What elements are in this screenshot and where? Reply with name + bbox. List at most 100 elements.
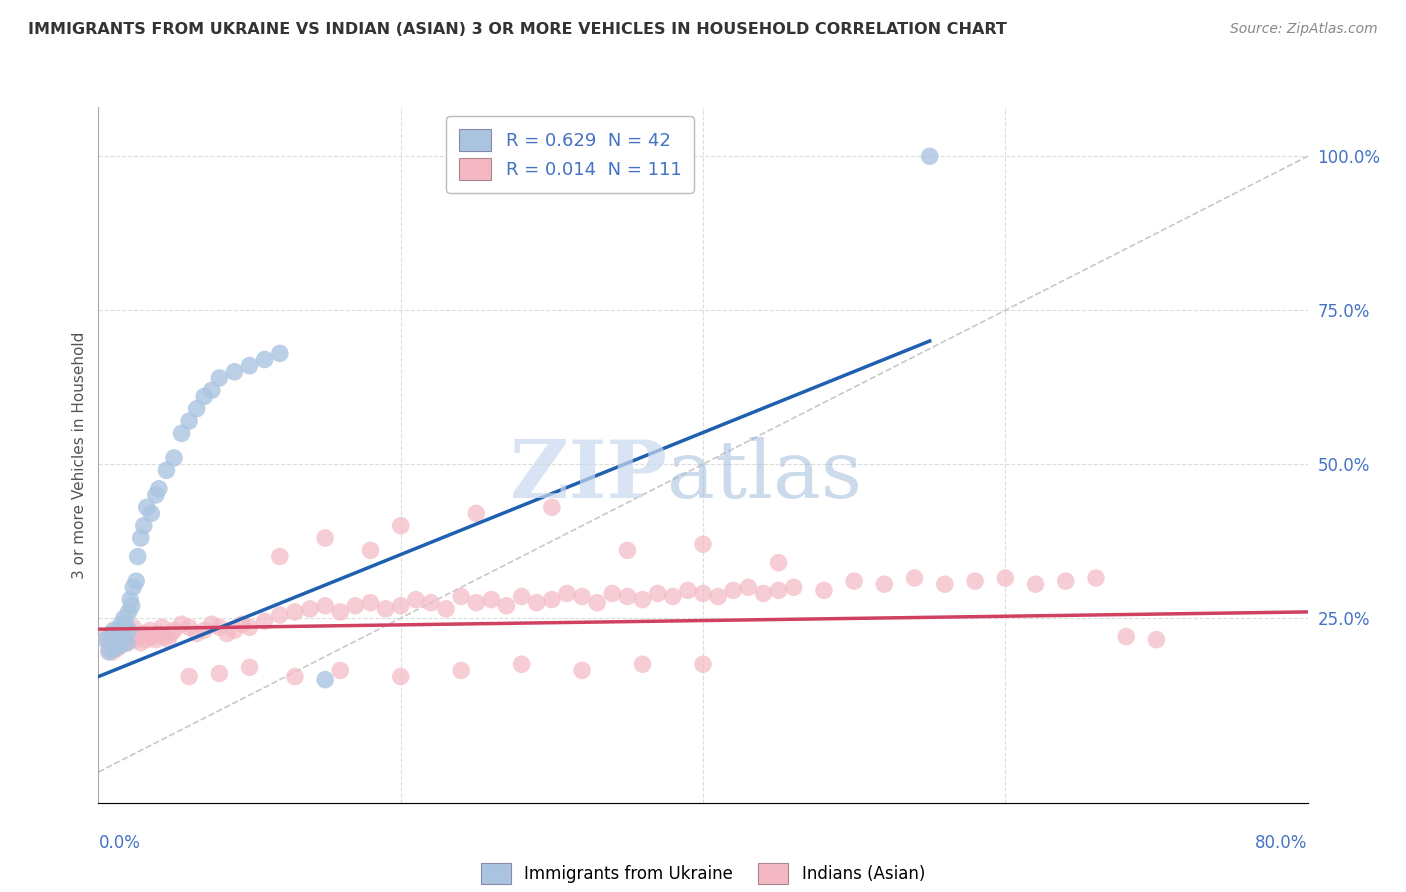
Point bbox=[129, 636, 152, 650]
Point bbox=[360, 596, 382, 610]
Point bbox=[239, 660, 262, 674]
Point bbox=[110, 624, 132, 638]
Point bbox=[141, 507, 163, 521]
Point bbox=[122, 580, 145, 594]
Point bbox=[253, 352, 276, 367]
Point bbox=[104, 636, 127, 650]
Point bbox=[465, 596, 488, 610]
Text: ZIP: ZIP bbox=[510, 437, 666, 515]
Point bbox=[118, 605, 141, 619]
Point bbox=[127, 630, 149, 644]
Point bbox=[107, 632, 129, 647]
Point bbox=[153, 630, 176, 644]
Y-axis label: 3 or more Vehicles in Household: 3 or more Vehicles in Household bbox=[72, 331, 87, 579]
Point bbox=[239, 359, 262, 373]
Point bbox=[616, 543, 638, 558]
Point bbox=[269, 346, 291, 360]
Point bbox=[768, 583, 790, 598]
Point bbox=[253, 614, 276, 628]
Legend: Immigrants from Ukraine, Indians (Asian): Immigrants from Ukraine, Indians (Asian) bbox=[472, 855, 934, 892]
Point bbox=[284, 605, 307, 619]
Point bbox=[108, 639, 131, 653]
Point bbox=[904, 571, 927, 585]
Point bbox=[918, 149, 941, 163]
Point bbox=[170, 426, 193, 441]
Point bbox=[179, 669, 201, 683]
Point bbox=[389, 669, 412, 683]
Point bbox=[934, 577, 956, 591]
Point bbox=[111, 630, 134, 644]
Point bbox=[104, 636, 127, 650]
Point bbox=[647, 586, 669, 600]
Point bbox=[616, 590, 638, 604]
Point bbox=[873, 577, 896, 591]
Text: IMMIGRANTS FROM UKRAINE VS INDIAN (ASIAN) 3 OR MORE VEHICLES IN HOUSEHOLD CORREL: IMMIGRANTS FROM UKRAINE VS INDIAN (ASIAN… bbox=[28, 22, 1007, 37]
Point bbox=[231, 617, 253, 632]
Point bbox=[120, 632, 142, 647]
Point bbox=[155, 463, 177, 477]
Point bbox=[156, 632, 179, 647]
Point bbox=[142, 630, 165, 644]
Point bbox=[676, 583, 699, 598]
Point bbox=[125, 632, 148, 647]
Point bbox=[450, 664, 472, 678]
Point bbox=[269, 549, 291, 564]
Point bbox=[145, 488, 167, 502]
Point bbox=[112, 611, 135, 625]
Point bbox=[208, 371, 231, 385]
Point bbox=[110, 617, 132, 632]
Point bbox=[148, 626, 170, 640]
Point bbox=[224, 624, 246, 638]
Point bbox=[98, 641, 121, 656]
Point bbox=[465, 507, 488, 521]
Point bbox=[101, 645, 124, 659]
Point bbox=[495, 599, 517, 613]
Point bbox=[148, 482, 170, 496]
Point bbox=[193, 389, 215, 403]
Point bbox=[121, 626, 143, 640]
Point bbox=[127, 549, 149, 564]
Point bbox=[389, 599, 412, 613]
Point bbox=[201, 617, 224, 632]
Point bbox=[631, 592, 654, 607]
Point bbox=[344, 599, 367, 613]
Point bbox=[1085, 571, 1108, 585]
Point bbox=[314, 531, 336, 545]
Point bbox=[135, 632, 157, 647]
Point bbox=[110, 630, 132, 644]
Point bbox=[186, 626, 208, 640]
Point bbox=[94, 632, 117, 647]
Point bbox=[179, 620, 201, 634]
Point bbox=[160, 626, 183, 640]
Point bbox=[125, 574, 148, 589]
Point bbox=[540, 500, 562, 515]
Text: atlas: atlas bbox=[666, 437, 862, 515]
Point bbox=[389, 518, 412, 533]
Point bbox=[163, 624, 186, 638]
Point bbox=[450, 590, 472, 604]
Point bbox=[103, 641, 125, 656]
Point bbox=[118, 630, 141, 644]
Point bbox=[813, 583, 835, 598]
Point bbox=[526, 596, 548, 610]
Point bbox=[110, 624, 132, 638]
Point bbox=[510, 657, 533, 672]
Point bbox=[112, 626, 135, 640]
Point bbox=[571, 590, 593, 604]
Point bbox=[132, 626, 155, 640]
Point bbox=[420, 596, 443, 610]
Point bbox=[115, 636, 138, 650]
Point bbox=[571, 664, 593, 678]
Point bbox=[540, 592, 562, 607]
Point bbox=[1054, 574, 1077, 589]
Point bbox=[179, 414, 201, 428]
Point bbox=[103, 626, 125, 640]
Point bbox=[631, 657, 654, 672]
Point bbox=[103, 624, 125, 638]
Point bbox=[994, 571, 1017, 585]
Point bbox=[481, 592, 503, 607]
Point bbox=[132, 518, 155, 533]
Point bbox=[269, 607, 291, 622]
Point bbox=[208, 620, 231, 634]
Point bbox=[100, 632, 122, 647]
